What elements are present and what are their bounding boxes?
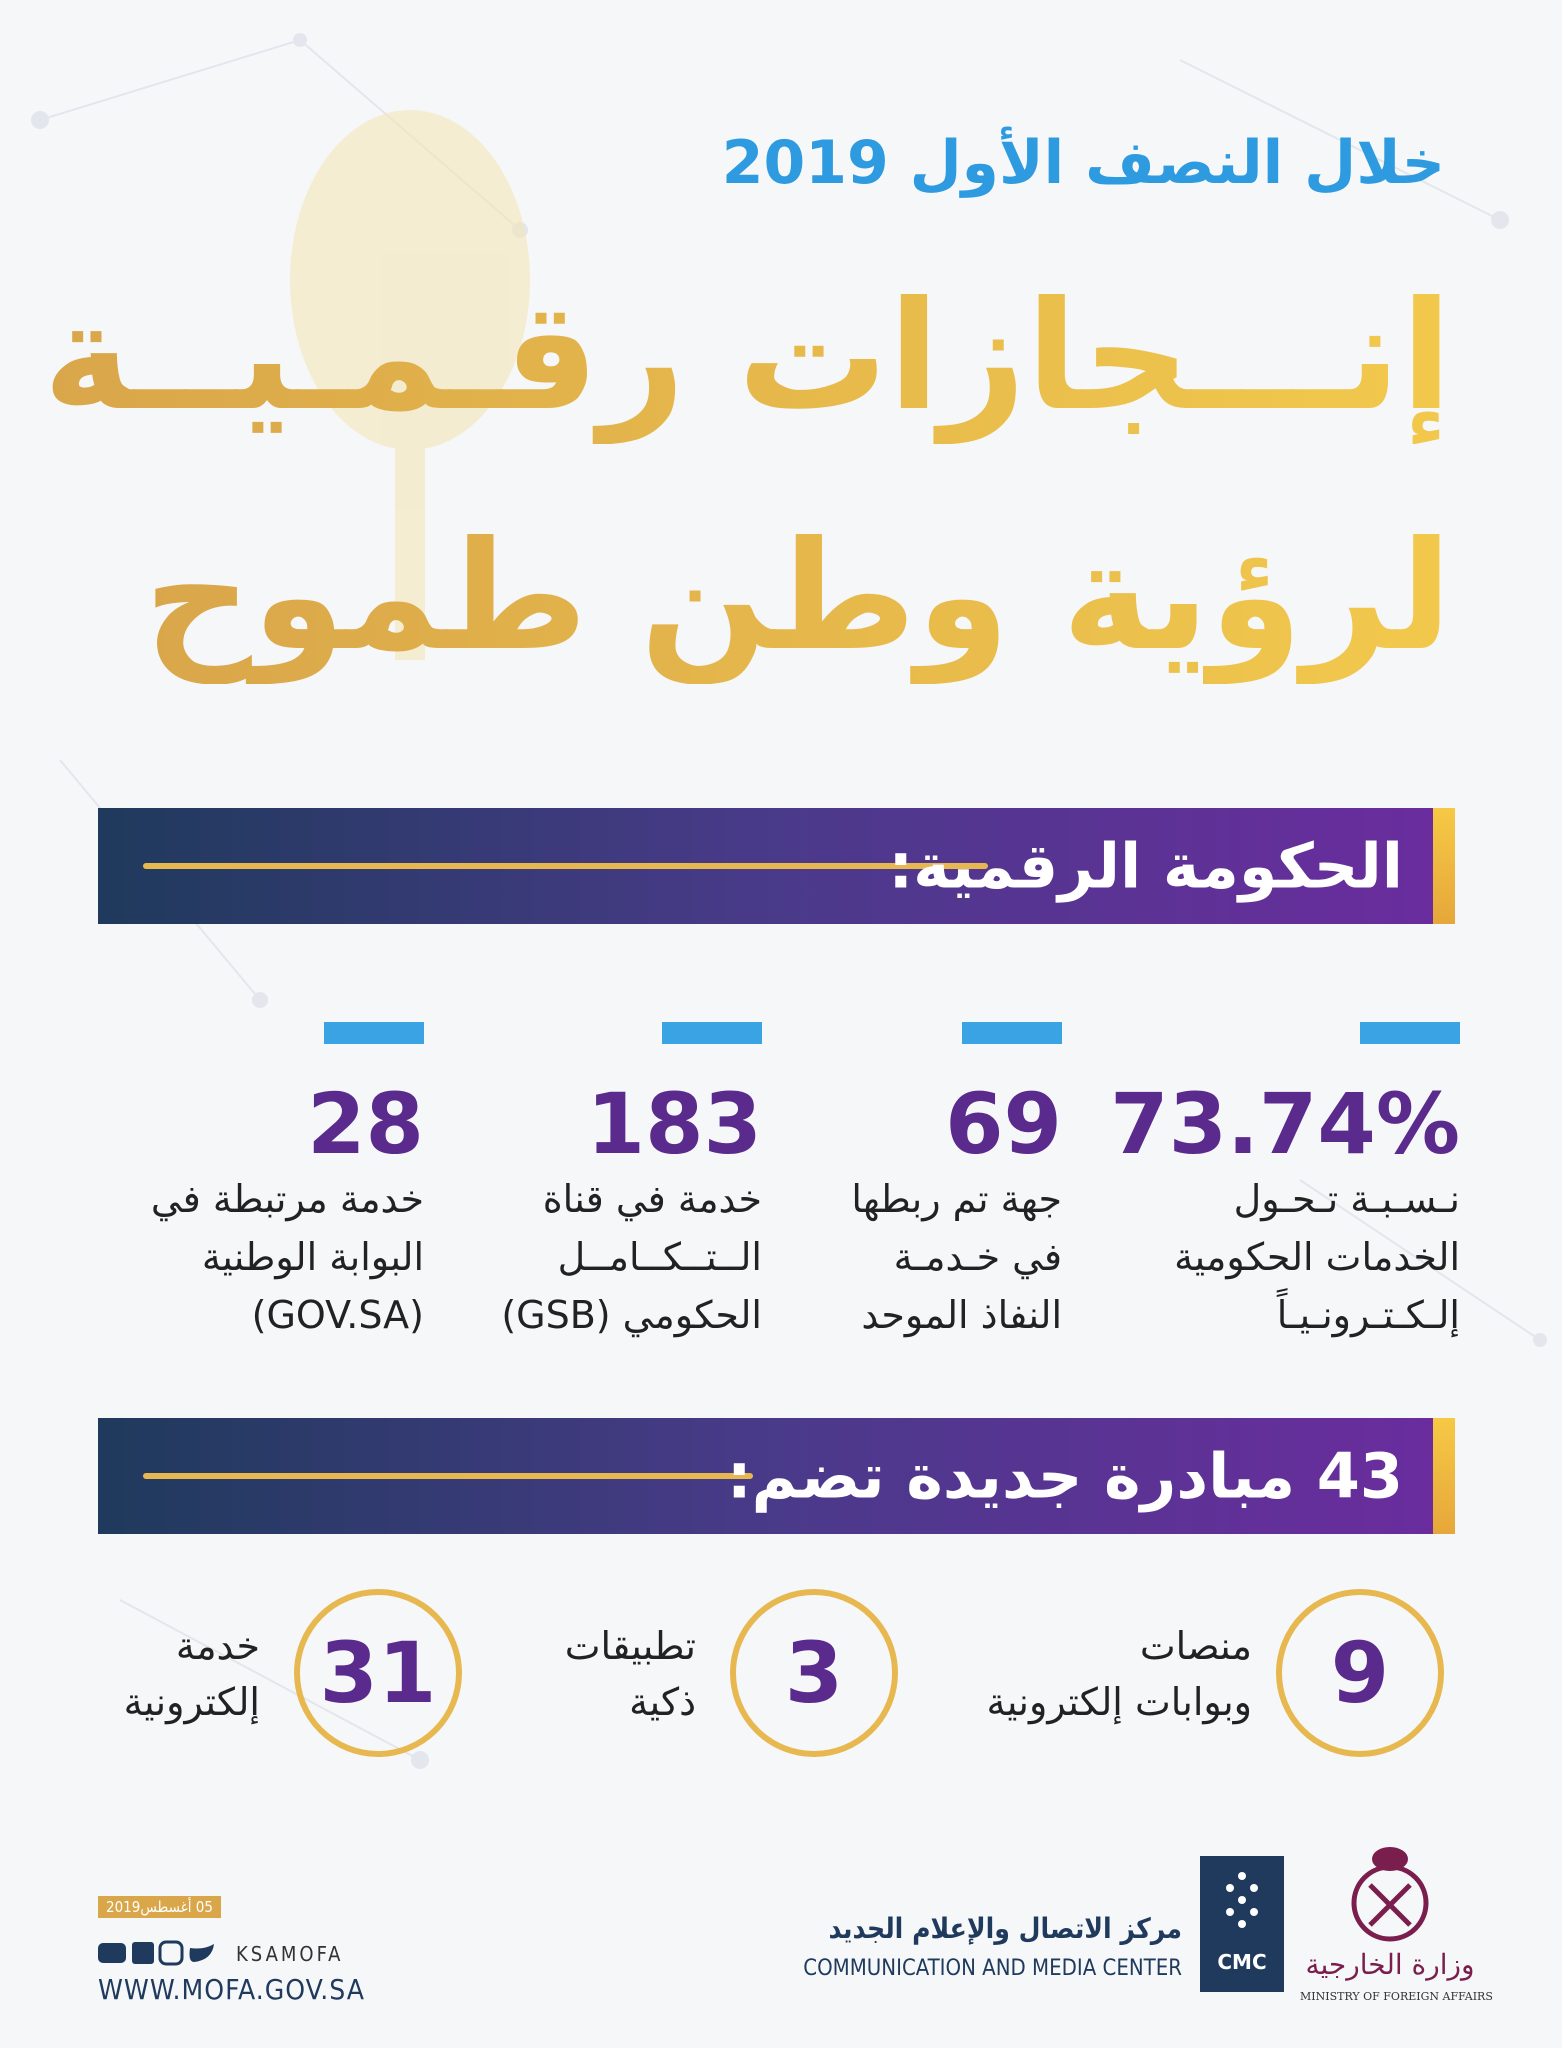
- cmc-mark: [1226, 1872, 1258, 1928]
- accent-bar: [962, 1022, 1062, 1044]
- gold-rule: [143, 863, 988, 869]
- stripe: [1433, 808, 1455, 924]
- section-heading: 43 مبادرة جديدة تضم:: [726, 1439, 1403, 1513]
- ministry-english: MINISTRY OF FOREIGN AFFAIRS: [1300, 1990, 1493, 2003]
- cmc-english: COMMUNICATION AND MEDIA CENTER: [803, 1956, 1182, 1981]
- handle: KSAMOFA: [236, 1942, 344, 1966]
- label-line: الخدمات الحكومية: [1174, 1235, 1460, 1279]
- label-line: منصات: [1139, 1624, 1252, 1668]
- stat-value: 69: [945, 1075, 1062, 1173]
- label-line: جهة تم ربطها: [851, 1177, 1062, 1221]
- title-line: إنـــجازات رقـمـيــة: [42, 270, 1452, 444]
- label-line: تطبيقات: [564, 1624, 696, 1668]
- stripe: [1433, 1418, 1455, 1534]
- label-line: خدمة مرتبطة في: [150, 1177, 424, 1221]
- subtitle: خلال النصف الأول 2019: [721, 128, 1445, 198]
- label-line: خدمة في قناة: [542, 1177, 762, 1221]
- ministry-arabic: وزارة الخارجية: [1305, 1948, 1475, 1981]
- label-line: إلكترونية: [123, 1680, 260, 1724]
- accent-bar: [1360, 1022, 1460, 1044]
- stat-label: نـسـبـة تـحـول الخدمات الحكومية إلـكـتـرون…: [1174, 1170, 1460, 1344]
- stat-value: 28: [307, 1075, 424, 1173]
- ministry-emblem: [1351, 1847, 1429, 1942]
- website: WWW.MOFA.GOV.SA: [98, 1973, 365, 2006]
- stat-label: جهة تم ربطها في خـدمـة النفاذ الموحد: [851, 1170, 1062, 1344]
- gold-rule: [143, 1473, 753, 1479]
- label-line: الحكومي (GSB): [501, 1293, 762, 1337]
- cmc-logo-text: CMC: [1217, 1950, 1267, 1974]
- label-line: في خـدمـة: [893, 1235, 1062, 1279]
- stat-value: 183: [586, 1075, 762, 1173]
- stat-value: 73.74%: [1110, 1075, 1460, 1173]
- item-label: تطبيقات ذكية: [565, 1618, 696, 1730]
- item-label: منصات وبوابات إلكترونية: [987, 1618, 1252, 1730]
- number-circle: 3: [730, 1589, 898, 1757]
- label-line: الــتــكــامــل: [557, 1235, 762, 1279]
- label-line: خدمة: [175, 1624, 260, 1668]
- accent-bar: [324, 1022, 424, 1044]
- social-icons: [98, 1940, 214, 1966]
- section-banner: 43 مبادرة جديدة تضم:: [98, 1418, 1455, 1534]
- label-line: ذكية: [629, 1680, 696, 1724]
- label-line: (GOV.SA): [251, 1293, 424, 1337]
- label-line: نـسـبـة تـحـول: [1233, 1177, 1460, 1221]
- label-line: وبوابات إلكترونية: [986, 1680, 1252, 1724]
- section-banner: الحكومة الرقمية:: [98, 808, 1455, 924]
- cmc-logo: CMC: [1200, 1856, 1284, 1992]
- section-heading: الحكومة الرقمية:: [888, 829, 1403, 903]
- label-line: النفاذ الموحد: [861, 1293, 1062, 1337]
- date: 05 أغسطس2019: [98, 1896, 221, 1918]
- title-line: لرؤية وطن طموح: [143, 510, 1452, 684]
- stat-label: خدمة مرتبطة في البوابة الوطنية (GOV.SA): [151, 1170, 424, 1344]
- accent-bar: [662, 1022, 762, 1044]
- number-circle: 31: [294, 1589, 462, 1757]
- cmc-arabic: مركز الاتصال والإعلام الجديد: [828, 1912, 1183, 1945]
- item-label: خدمة إلكترونية: [124, 1618, 260, 1730]
- number-circle: 9: [1276, 1589, 1444, 1757]
- label-line: إلـكـتـرونـيـاً: [1276, 1293, 1460, 1337]
- label-line: البوابة الوطنية: [201, 1235, 424, 1279]
- stat-label: خدمة في قناة الــتــكــامــل الحكومي (GSB): [501, 1170, 762, 1344]
